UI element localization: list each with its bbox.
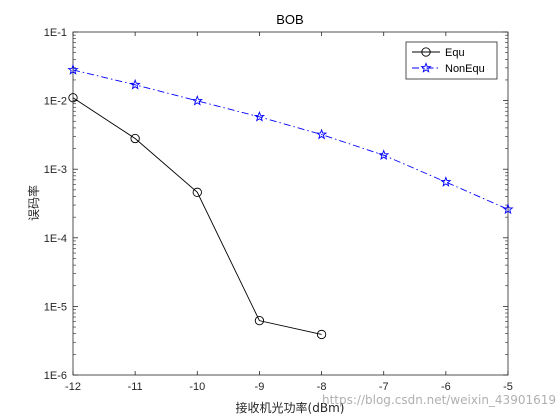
x-tick-label: -11: [128, 381, 143, 393]
data-point-nonequ: [378, 149, 390, 160]
legend-label-equ: Equ: [445, 47, 465, 59]
legend-marker-nonequ: [420, 62, 432, 73]
data-point-nonequ: [129, 78, 141, 90]
data-point-nonequ: [191, 94, 203, 106]
data-point-equ: [316, 329, 327, 340]
legend-box: [405, 41, 498, 80]
data-point-nonequ: [253, 110, 266, 122]
legend-entries: Equ NonEqu: [412, 47, 485, 75]
y-tick-label: 1E-6: [44, 370, 67, 382]
data-point-nonequ: [315, 128, 328, 140]
series-line-nonequ: [72, 69, 509, 210]
x-tick-label: -12: [65, 381, 81, 393]
y-axis-label: 误码率: [26, 185, 41, 221]
x-tick-label: -7: [379, 381, 389, 393]
y-tick-label: 1E-5: [44, 301, 67, 313]
legend: Equ NonEqu: [405, 41, 498, 80]
data-point-nonequ: [440, 176, 452, 187]
y-axis-ticks: 1E-1 1E-2 1E-3 1E-4 1E-5 1E-6: [44, 27, 508, 382]
series-layer: [67, 64, 514, 340]
y-tick-label: 1E-2: [44, 96, 67, 108]
x-tick-label: -9: [255, 381, 265, 393]
watermark: https://blog.csdn.net/weixin_43901619: [322, 393, 556, 407]
chart-title: BOB: [276, 12, 303, 27]
y-tick-label: 1E-1: [44, 27, 67, 39]
legend-marker-equ: [421, 47, 431, 57]
x-axis-label: 接收机光功率(dBm): [236, 400, 345, 415]
data-point-nonequ: [67, 64, 79, 75]
y-tick-label: 1E-4: [44, 233, 67, 245]
x-tick-label: -8: [317, 381, 327, 393]
data-point-equ: [192, 187, 202, 197]
data-point-equ: [254, 315, 265, 326]
x-tick-label: -6: [441, 381, 451, 393]
x-axis-ticks: -12 -11 -10 -9 -8 -7 -6 -5: [65, 32, 513, 393]
plot-area: [72, 31, 509, 376]
x-tick-label: -10: [189, 381, 205, 393]
x-tick-label: -5: [503, 381, 513, 393]
data-point-nonequ: [502, 203, 514, 215]
series-line-equ: [72, 97, 322, 335]
y-tick-label: 1E-3: [44, 164, 67, 176]
legend-label-nonequ: NonEqu: [445, 63, 485, 75]
data-point-equ: [130, 133, 140, 144]
data-point-equ: [68, 93, 78, 103]
